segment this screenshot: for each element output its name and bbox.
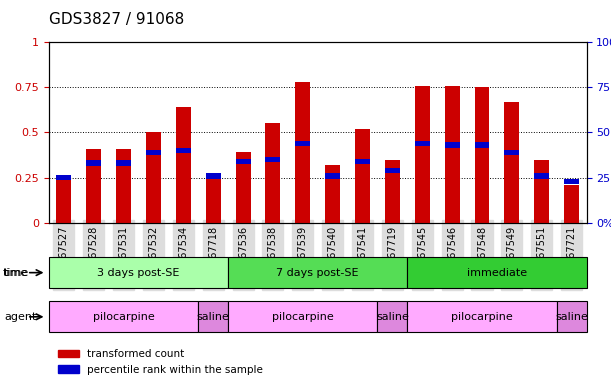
Text: pilocarpine: pilocarpine [451, 312, 513, 322]
Text: pilocarpine: pilocarpine [93, 312, 155, 322]
FancyBboxPatch shape [228, 301, 378, 332]
Bar [176, 148, 191, 153]
Bar [475, 142, 489, 148]
Bar [325, 165, 340, 223]
Text: saline: saline [376, 312, 409, 322]
Text: pilocarpine: pilocarpine [272, 312, 334, 322]
Bar [206, 173, 221, 179]
Bar [534, 173, 549, 179]
Text: saline: saline [197, 312, 230, 322]
FancyBboxPatch shape [408, 301, 557, 332]
Text: time: time [4, 268, 29, 278]
Bar [116, 149, 131, 223]
Bar [385, 168, 400, 173]
Bar [475, 88, 489, 223]
Bar [445, 142, 459, 148]
Bar [415, 86, 430, 223]
Bar [325, 173, 340, 179]
Text: GDS3827 / 91068: GDS3827 / 91068 [49, 12, 184, 26]
FancyBboxPatch shape [49, 301, 198, 332]
Text: 7 days post-SE: 7 days post-SE [276, 268, 359, 278]
FancyBboxPatch shape [378, 301, 408, 332]
Bar [265, 157, 280, 162]
Bar [505, 150, 519, 155]
Bar [564, 185, 579, 223]
Bar [355, 159, 370, 164]
Bar [206, 174, 221, 223]
Bar [236, 152, 251, 223]
Bar [505, 102, 519, 223]
FancyBboxPatch shape [408, 257, 587, 288]
Bar [116, 161, 131, 166]
Bar [176, 107, 191, 223]
Bar [56, 175, 71, 180]
Text: saline: saline [555, 312, 588, 322]
FancyBboxPatch shape [557, 301, 587, 332]
Text: time: time [3, 268, 28, 278]
Text: immediate: immediate [467, 268, 527, 278]
Bar [445, 86, 459, 223]
Bar [355, 129, 370, 223]
FancyBboxPatch shape [198, 301, 228, 332]
Text: 3 days post-SE: 3 days post-SE [97, 268, 180, 278]
Bar [295, 141, 310, 146]
Text: agent: agent [4, 312, 36, 322]
Bar [534, 160, 549, 223]
Bar [86, 149, 101, 223]
Bar [146, 150, 161, 155]
Bar [265, 124, 280, 223]
Bar [385, 160, 400, 223]
Legend: transformed count, percentile rank within the sample: transformed count, percentile rank withi… [54, 345, 268, 379]
Bar [146, 132, 161, 223]
FancyBboxPatch shape [228, 257, 408, 288]
Bar [236, 159, 251, 164]
Bar [86, 161, 101, 166]
Bar [56, 177, 71, 223]
Bar [295, 82, 310, 223]
Bar [564, 179, 579, 184]
FancyBboxPatch shape [49, 257, 228, 288]
Bar [415, 141, 430, 146]
